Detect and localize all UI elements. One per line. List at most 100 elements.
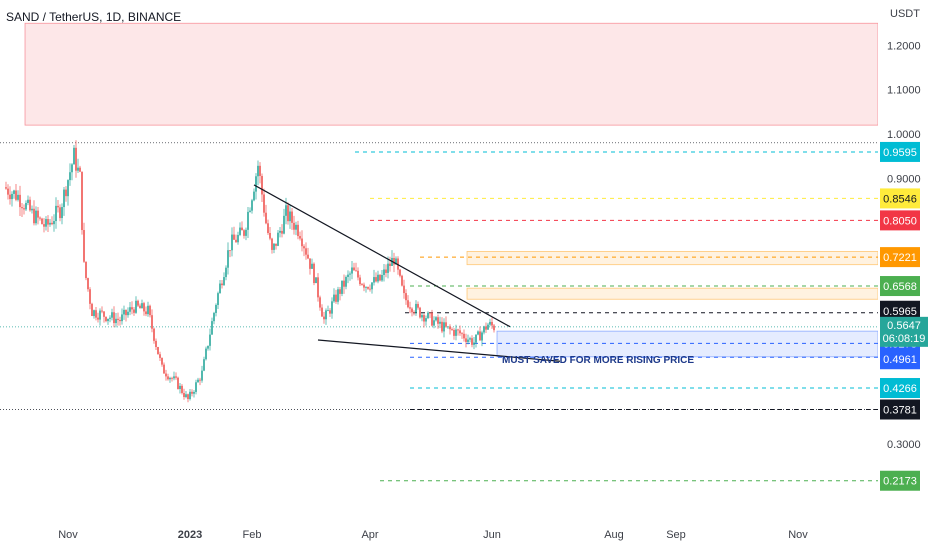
candle-body <box>331 301 333 314</box>
candle-body <box>377 274 379 282</box>
candle-body <box>179 385 181 390</box>
candle-body <box>485 326 487 330</box>
candle-body <box>33 208 35 224</box>
candle-body <box>227 250 229 268</box>
candle-body <box>187 394 189 400</box>
candle-body <box>193 391 195 394</box>
candle-body <box>61 207 63 219</box>
candle-body <box>163 364 165 374</box>
candle-body <box>161 357 163 365</box>
candle-body <box>51 222 53 225</box>
candle-body <box>155 340 157 348</box>
candle-body <box>469 338 471 340</box>
candle-body <box>449 326 451 330</box>
candle-body <box>301 238 303 247</box>
price-badge-label: 0.8050 <box>883 215 917 227</box>
candle-body <box>97 317 99 320</box>
candle-body <box>353 267 355 271</box>
candle-body <box>15 190 17 200</box>
candle-body <box>475 334 477 343</box>
candle-body <box>149 305 151 316</box>
candle-body <box>53 221 55 225</box>
candle-body <box>143 303 145 312</box>
candle-body <box>39 217 41 219</box>
candle-body <box>295 224 297 230</box>
candle-body <box>165 373 167 377</box>
candle-body <box>121 314 123 322</box>
candle-body <box>339 289 341 294</box>
candle-body <box>415 303 417 313</box>
price-badge-0.8546 <box>880 188 920 209</box>
candle-body <box>245 229 247 236</box>
candle-body <box>267 223 269 233</box>
candle-body <box>49 222 51 225</box>
candle-body <box>219 283 221 294</box>
candle-body <box>271 238 273 250</box>
candle-body <box>427 312 429 319</box>
candle-body <box>17 194 19 200</box>
candle-body <box>411 308 413 313</box>
candle-body <box>139 305 141 309</box>
candle-body <box>363 284 365 288</box>
zones-layer <box>24 22 879 358</box>
candle-body <box>319 297 321 308</box>
candle-body <box>425 318 427 322</box>
candle-body <box>409 307 411 309</box>
y-tick-label: 0.9000 <box>887 173 921 185</box>
time-axis[interactable]: Nov 2023 Feb Apr Jun Aug Sep Nov <box>58 529 808 541</box>
candle-body <box>379 274 381 281</box>
candle-body <box>151 315 153 329</box>
candle-body <box>373 277 375 283</box>
candle-body <box>325 310 327 320</box>
candle-body <box>77 167 79 171</box>
price-badge-0.2173 <box>880 470 920 491</box>
candle-body <box>117 318 119 320</box>
candle-body <box>159 354 161 358</box>
candle-body <box>5 187 7 189</box>
candle-body <box>375 277 377 282</box>
candle-body <box>213 312 215 322</box>
candle-body <box>253 191 255 201</box>
candle-body <box>135 300 137 313</box>
y-tick-label: 1.2000 <box>887 40 921 52</box>
candle-body <box>395 258 397 265</box>
candle-body <box>235 239 237 243</box>
candle-body <box>217 293 219 305</box>
candle-body <box>359 277 361 285</box>
candle-body <box>419 307 421 318</box>
candle-body <box>467 339 469 342</box>
candle-body <box>327 310 329 312</box>
candle-body <box>421 315 423 318</box>
candle-body <box>341 280 343 294</box>
price-badge-label: 0.9595 <box>883 147 917 159</box>
candle-body <box>393 257 395 265</box>
price-badge-label: 0.8546 <box>883 193 917 205</box>
x-tick-label: Aug <box>604 529 624 541</box>
candle-body <box>483 326 485 333</box>
candle-body <box>463 333 465 339</box>
candle-body <box>413 312 415 314</box>
candle-body <box>277 232 279 246</box>
candle-body <box>189 391 191 400</box>
candle-body <box>137 300 139 306</box>
candle-body <box>451 329 453 331</box>
candle-body <box>361 284 363 285</box>
candle-body <box>199 379 201 381</box>
candle-body <box>215 304 217 313</box>
price-axis[interactable]: USDT 1.2000 1.1000 1.0000 0.9000 0.3000 <box>878 0 932 550</box>
candle-body <box>471 338 473 345</box>
candle-body <box>191 391 193 394</box>
x-tick-label: Apr <box>361 529 378 541</box>
candle-body <box>481 332 483 341</box>
candle-body <box>87 278 89 290</box>
candle-body <box>113 312 115 324</box>
candle-body <box>281 230 283 234</box>
candle-body <box>59 207 61 219</box>
candle-body <box>417 303 419 308</box>
candle-body <box>473 342 475 345</box>
candle-body <box>387 263 389 273</box>
chart-annotation: MUST SAVED FOR MORE RISING PRICE <box>502 355 694 366</box>
candle-body <box>365 286 367 288</box>
candle-body <box>431 312 433 326</box>
